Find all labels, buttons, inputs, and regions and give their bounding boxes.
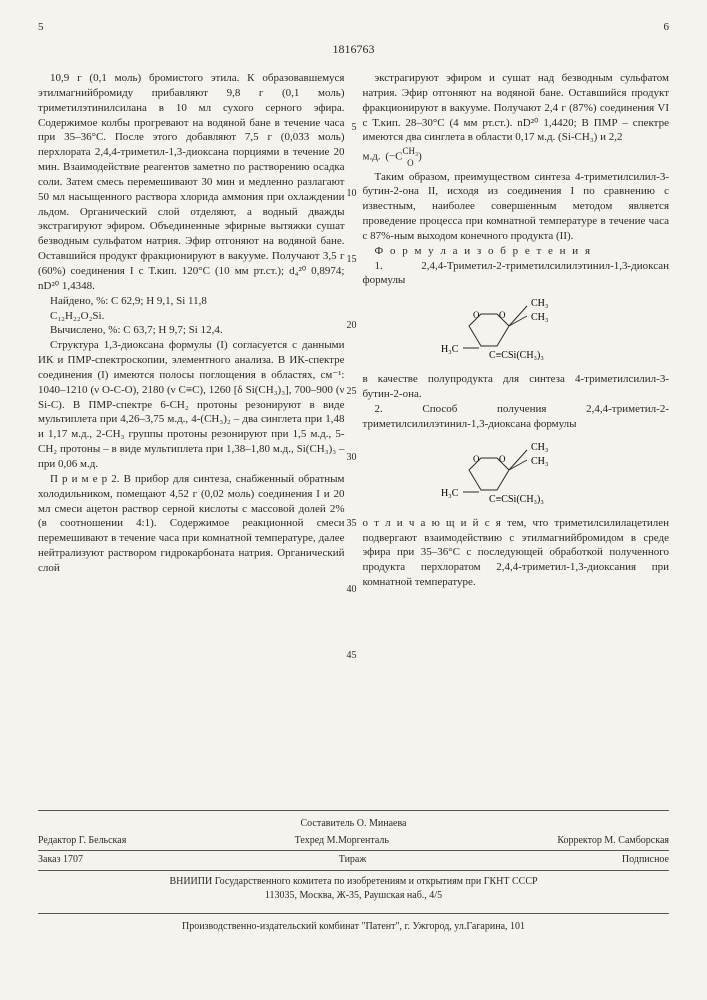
left-para-1: 10,9 г (0,1 моль) бромистого этила. К об…: [38, 71, 345, 294]
left-para-2: Найдено, %: С 62,9; Н 9,1, Si 11,8: [38, 294, 345, 309]
chem-h3c: H₃C: [441, 344, 459, 355]
org-line-2: 113035, Москва, Ж-35, Раушская наб., 4/5: [38, 889, 669, 903]
left-para-5: Структура 1,3-диоксана формулы (I) согла…: [38, 338, 345, 472]
line-marker: 15: [347, 255, 357, 265]
line-marker: 25: [347, 387, 357, 397]
header: 5 6: [38, 20, 669, 35]
page-num-right: 6: [664, 20, 670, 35]
editor: Редактор Г. Бельская: [38, 834, 126, 848]
chem-structure-2: CH₃ CH₃ O O H₃C C≡CSi(CH₃)₃: [363, 440, 670, 508]
md-label: м.д.: [363, 151, 381, 163]
line-marker: 35: [347, 519, 357, 529]
page-container: 5 6 1816763 10,9 г (0,1 моль) бромистого…: [0, 0, 707, 964]
org-line-1: ВНИИПИ Государственного комитета по изоб…: [38, 875, 669, 889]
svg-text:CH₃: CH₃: [531, 442, 548, 453]
left-para-6: П р и м е р 2. В прибор для синтеза, сна…: [38, 472, 345, 576]
compiler: Составитель О. Минаева: [301, 817, 407, 831]
footer-org: ВНИИПИ Государственного комитета по изоб…: [38, 875, 669, 903]
footer-credits-row2: Редактор Г. Бельская Техред М.Моргенталь…: [38, 832, 669, 851]
line-marker: 40: [347, 585, 357, 595]
line-marker: 10: [347, 189, 357, 199]
svg-text:O: O: [473, 454, 480, 464]
corrector: Корректор М. Самборская: [557, 834, 669, 848]
chem-structure-1: CH₃ CH₃ O O H₃C C≡CSi(CH₃)₃: [363, 296, 670, 364]
right-para-3: Таким образом, преимуществом синтеза 4-т…: [363, 170, 670, 244]
left-column: 10,9 г (0,1 моль) бромистого этила. К об…: [38, 71, 345, 590]
chem-ccsi: C≡CSi(CH₃)₃: [489, 350, 544, 361]
right-column: экстрагируют эфиром и сушат над безводны…: [363, 71, 670, 590]
svg-text:O: O: [473, 310, 480, 320]
formula-heading: Ф о р м у л а и з о б р е т е н и я: [363, 244, 670, 259]
circulation: Тираж: [339, 853, 367, 867]
page-num-left: 5: [38, 20, 44, 35]
footer-credits-row1: Составитель О. Минаева: [38, 815, 669, 833]
line-marker: 5: [352, 123, 357, 133]
line-marker: 20: [347, 321, 357, 331]
left-para-4: Вычислено, %: С 63,7; Н 9,7; Si 12,4.: [38, 323, 345, 338]
footer-order-row: Заказ 1707 Тираж Подписное: [38, 851, 669, 872]
left-para-3: C₁₂H₂₂O₂Si.: [38, 309, 345, 324]
chem-ch3-top: CH₃: [531, 298, 548, 309]
svg-text:H₃C: H₃C: [441, 488, 459, 499]
patent-number: 1816763: [38, 41, 669, 57]
subscription: Подписное: [622, 853, 669, 867]
claim-2: 2. Способ получения 2,4,4-триметил-2-три…: [363, 402, 670, 432]
right-para-1: экстрагируют эфиром и сушат над безводны…: [363, 71, 670, 145]
line-marker: 45: [347, 651, 357, 661]
svg-text:O: O: [499, 310, 506, 320]
footer-publisher: Производственно-издательский комбинат "П…: [38, 913, 669, 934]
tech-editor: Техред М.Моргенталь: [295, 834, 389, 848]
svg-text:C≡CSi(CH₃)₃: C≡CSi(CH₃)₃: [489, 494, 544, 505]
claim-2-tail: о т л и ч а ю щ и й с я тем, что тримети…: [363, 516, 670, 590]
line-marker: 30: [347, 453, 357, 463]
svg-text:O: O: [499, 454, 506, 464]
claim-1: 1. 2,4,4-Триметил-2-триметилсилилэтинил-…: [363, 259, 670, 289]
svg-text:CH₃: CH₃: [531, 456, 548, 467]
chem-ch3-mid: CH₃: [531, 312, 548, 323]
footer: Составитель О. Минаева Редактор Г. Бельс…: [38, 810, 669, 934]
inline-chem-fragment: (−C CH₃ O ): [385, 145, 422, 169]
order: Заказ 1707: [38, 853, 83, 867]
claim-1-tail: в качестве полупродукта для синтеза 4-тр…: [363, 372, 670, 402]
two-column-body: 10,9 г (0,1 моль) бромистого этила. К об…: [38, 71, 669, 590]
right-para-2-inline: м.д. (−C CH₃ O ): [363, 145, 670, 169]
